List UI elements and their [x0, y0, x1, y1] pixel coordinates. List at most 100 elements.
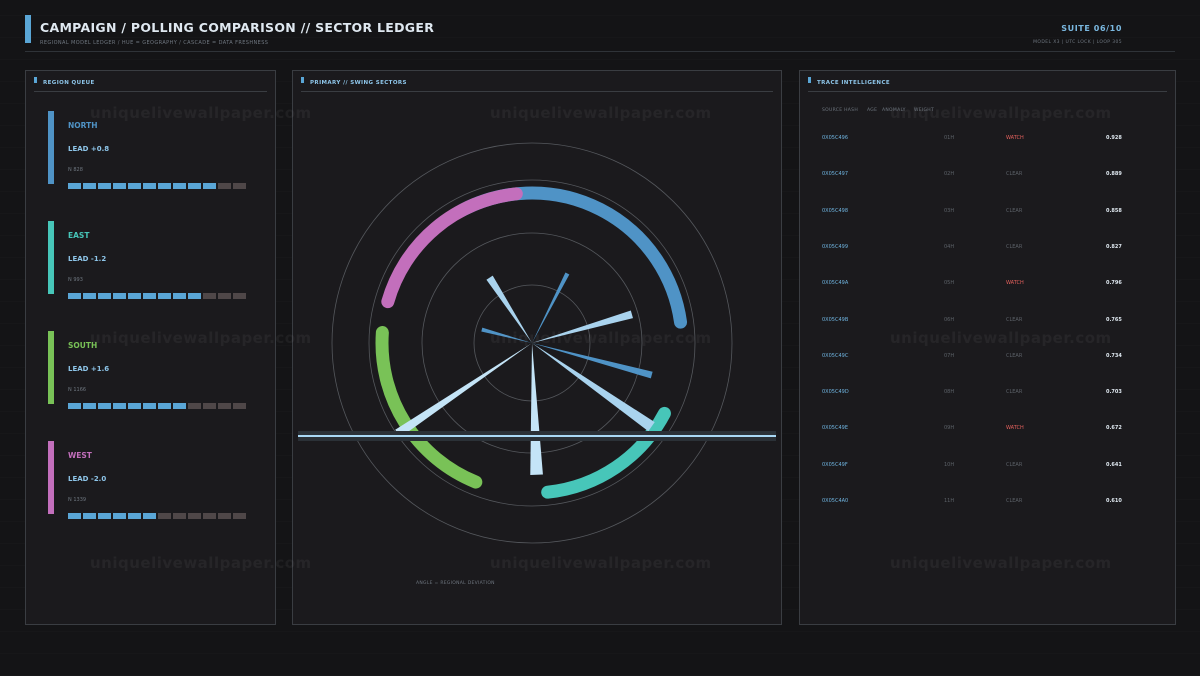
region-sample-size: N 1339: [68, 497, 87, 503]
progress-segment: [83, 513, 96, 519]
watermark: uniquelivewallpaper.com: [90, 104, 312, 122]
progress-segment: [233, 183, 246, 189]
progress-segment: [188, 513, 201, 519]
region-card-west[interactable]: WEST LEAD -2.0 N 1339: [48, 441, 248, 519]
column-weight[interactable]: WEIGHT: [914, 108, 935, 113]
progress-segment: [233, 513, 246, 519]
progress-segment: [218, 183, 231, 189]
progress-segment: [218, 293, 231, 299]
table-row[interactable]: 0X05C49D 08H CLEAR 0.703: [822, 389, 1132, 399]
progress-segment: [83, 183, 96, 189]
progress-segment: [128, 513, 141, 519]
region-queue-panel: REGION QUEUE NORTH LEAD +0.8 N 828 EAST LEAD…: [25, 70, 276, 625]
row-weight: 0.889: [1106, 171, 1122, 178]
progress-segment: [98, 183, 111, 189]
header-accent-bar: [25, 15, 31, 43]
progress-segment: [203, 403, 216, 409]
header-divider: [25, 51, 1175, 52]
row-weight: 0.734: [1106, 352, 1122, 359]
region-progress: [68, 513, 246, 519]
table-row[interactable]: 0X05C49F 10H CLEAR 0.641: [822, 462, 1132, 472]
region-card-south[interactable]: SOUTH LEAD +1.6 N 1166: [48, 331, 248, 409]
progress-segment: [143, 403, 156, 409]
page-subtitle: REGIONAL MODEL LEDGER / HUE = GEOGRAPHY …: [40, 40, 269, 46]
progress-segment: [98, 293, 111, 299]
progress-segment: [158, 403, 171, 409]
row-hash: 0X05C497: [822, 171, 849, 178]
region-name: SOUTH: [68, 341, 98, 350]
row-age: 01H: [944, 135, 955, 141]
progress-segment: [158, 513, 171, 519]
table-row[interactable]: 0X05C49E 09H WATCH 0.672: [822, 425, 1132, 435]
watermark: uniquelivewallpaper.com: [90, 329, 312, 347]
scan-line: [298, 435, 776, 437]
row-age: 09H: [944, 425, 955, 432]
trace-panel: TRACE INTELLIGENCE: [799, 70, 1176, 625]
table-row[interactable]: 0X05C498 03H CLEAR 0.858: [822, 208, 1132, 218]
progress-segment: [128, 183, 141, 189]
panel-marker: [34, 77, 37, 83]
column-source-hash[interactable]: SOURCE HASH: [822, 108, 859, 113]
suite-indicator: SUITE 06/10: [1061, 24, 1122, 33]
table-row[interactable]: 0X05C4A0 11H CLEAR 0.610: [822, 498, 1132, 508]
region-sample-size: N 993: [68, 277, 83, 283]
region-name: EAST: [68, 231, 90, 240]
region-card-north[interactable]: NORTH LEAD +0.8 N 828: [48, 111, 248, 189]
column-age[interactable]: AGE: [867, 108, 878, 113]
table-row[interactable]: 0X05C49B 06H CLEAR 0.765: [822, 317, 1132, 327]
table-row[interactable]: 0X05C49C 07H CLEAR 0.734: [822, 353, 1132, 363]
column-anomaly[interactable]: ANOMALY: [882, 108, 906, 113]
row-weight: 0.765: [1106, 316, 1122, 323]
table-row[interactable]: 0X05C49A 05H WATCH 0.796: [822, 280, 1132, 290]
progress-segment: [173, 293, 186, 299]
watermark: uniquelivewallpaper.com: [490, 104, 712, 122]
progress-segment: [203, 183, 216, 189]
row-hash: 0X05C498: [822, 207, 849, 214]
table-row[interactable]: 0X05C496 01H WATCH 0.928: [822, 135, 1132, 145]
progress-segment: [173, 183, 186, 189]
progress-segment: [218, 403, 231, 409]
progress-segment: [128, 403, 141, 409]
progress-segment: [68, 183, 81, 189]
progress-segment: [128, 293, 141, 299]
progress-segment: [218, 513, 231, 519]
panel-marker: [301, 77, 304, 83]
progress-segment: [203, 513, 216, 519]
progress-segment: [233, 293, 246, 299]
region-progress: [68, 293, 246, 299]
progress-segment: [113, 293, 126, 299]
scan-bar[interactable]: [298, 431, 776, 441]
primary-title: PRIMARY // SWING SECTORS: [310, 80, 407, 86]
row-status: CLEAR: [1006, 171, 1023, 178]
row-hash: 0X05C496: [822, 135, 849, 141]
progress-segment: [83, 293, 96, 299]
row-status: WATCH: [1006, 135, 1024, 141]
row-hash: 0X05C49C: [822, 352, 849, 359]
header-meta: MODEL X3 | UTC LOCK | LOOP 305: [1033, 40, 1122, 45]
watermark: uniquelivewallpaper.com: [890, 104, 1112, 122]
table-row[interactable]: 0X05C497 02H CLEAR 0.889: [822, 171, 1132, 181]
row-age: 10H: [944, 461, 955, 468]
row-status: CLEAR: [1006, 389, 1023, 396]
progress-segment: [188, 403, 201, 409]
progress-segment: [98, 513, 111, 519]
row-hash: 0X05C49E: [822, 425, 848, 432]
trace-title: TRACE INTELLIGENCE: [817, 80, 891, 86]
row-weight: 0.703: [1106, 389, 1122, 396]
progress-segment: [83, 403, 96, 409]
table-row[interactable]: 0X05C499 04H CLEAR 0.827: [822, 244, 1132, 254]
region-lead: LEAD +1.6: [68, 365, 110, 373]
region-color-bar: [48, 111, 54, 184]
row-weight: 0.928: [1106, 135, 1122, 141]
region-name: NORTH: [68, 121, 98, 130]
row-status: WATCH: [1006, 425, 1024, 432]
row-weight: 0.796: [1106, 280, 1122, 287]
region-card-east[interactable]: EAST LEAD -1.2 N 993: [48, 221, 248, 299]
row-status: CLEAR: [1006, 243, 1023, 250]
axis-note: ANGLE = REGIONAL DEVIATION: [416, 581, 495, 586]
row-hash: 0X05C4A0: [822, 498, 849, 504]
progress-segment: [158, 183, 171, 189]
row-hash: 0X05C499: [822, 243, 849, 250]
region-lead: LEAD -1.2: [68, 255, 107, 263]
region-progress: [68, 403, 246, 409]
